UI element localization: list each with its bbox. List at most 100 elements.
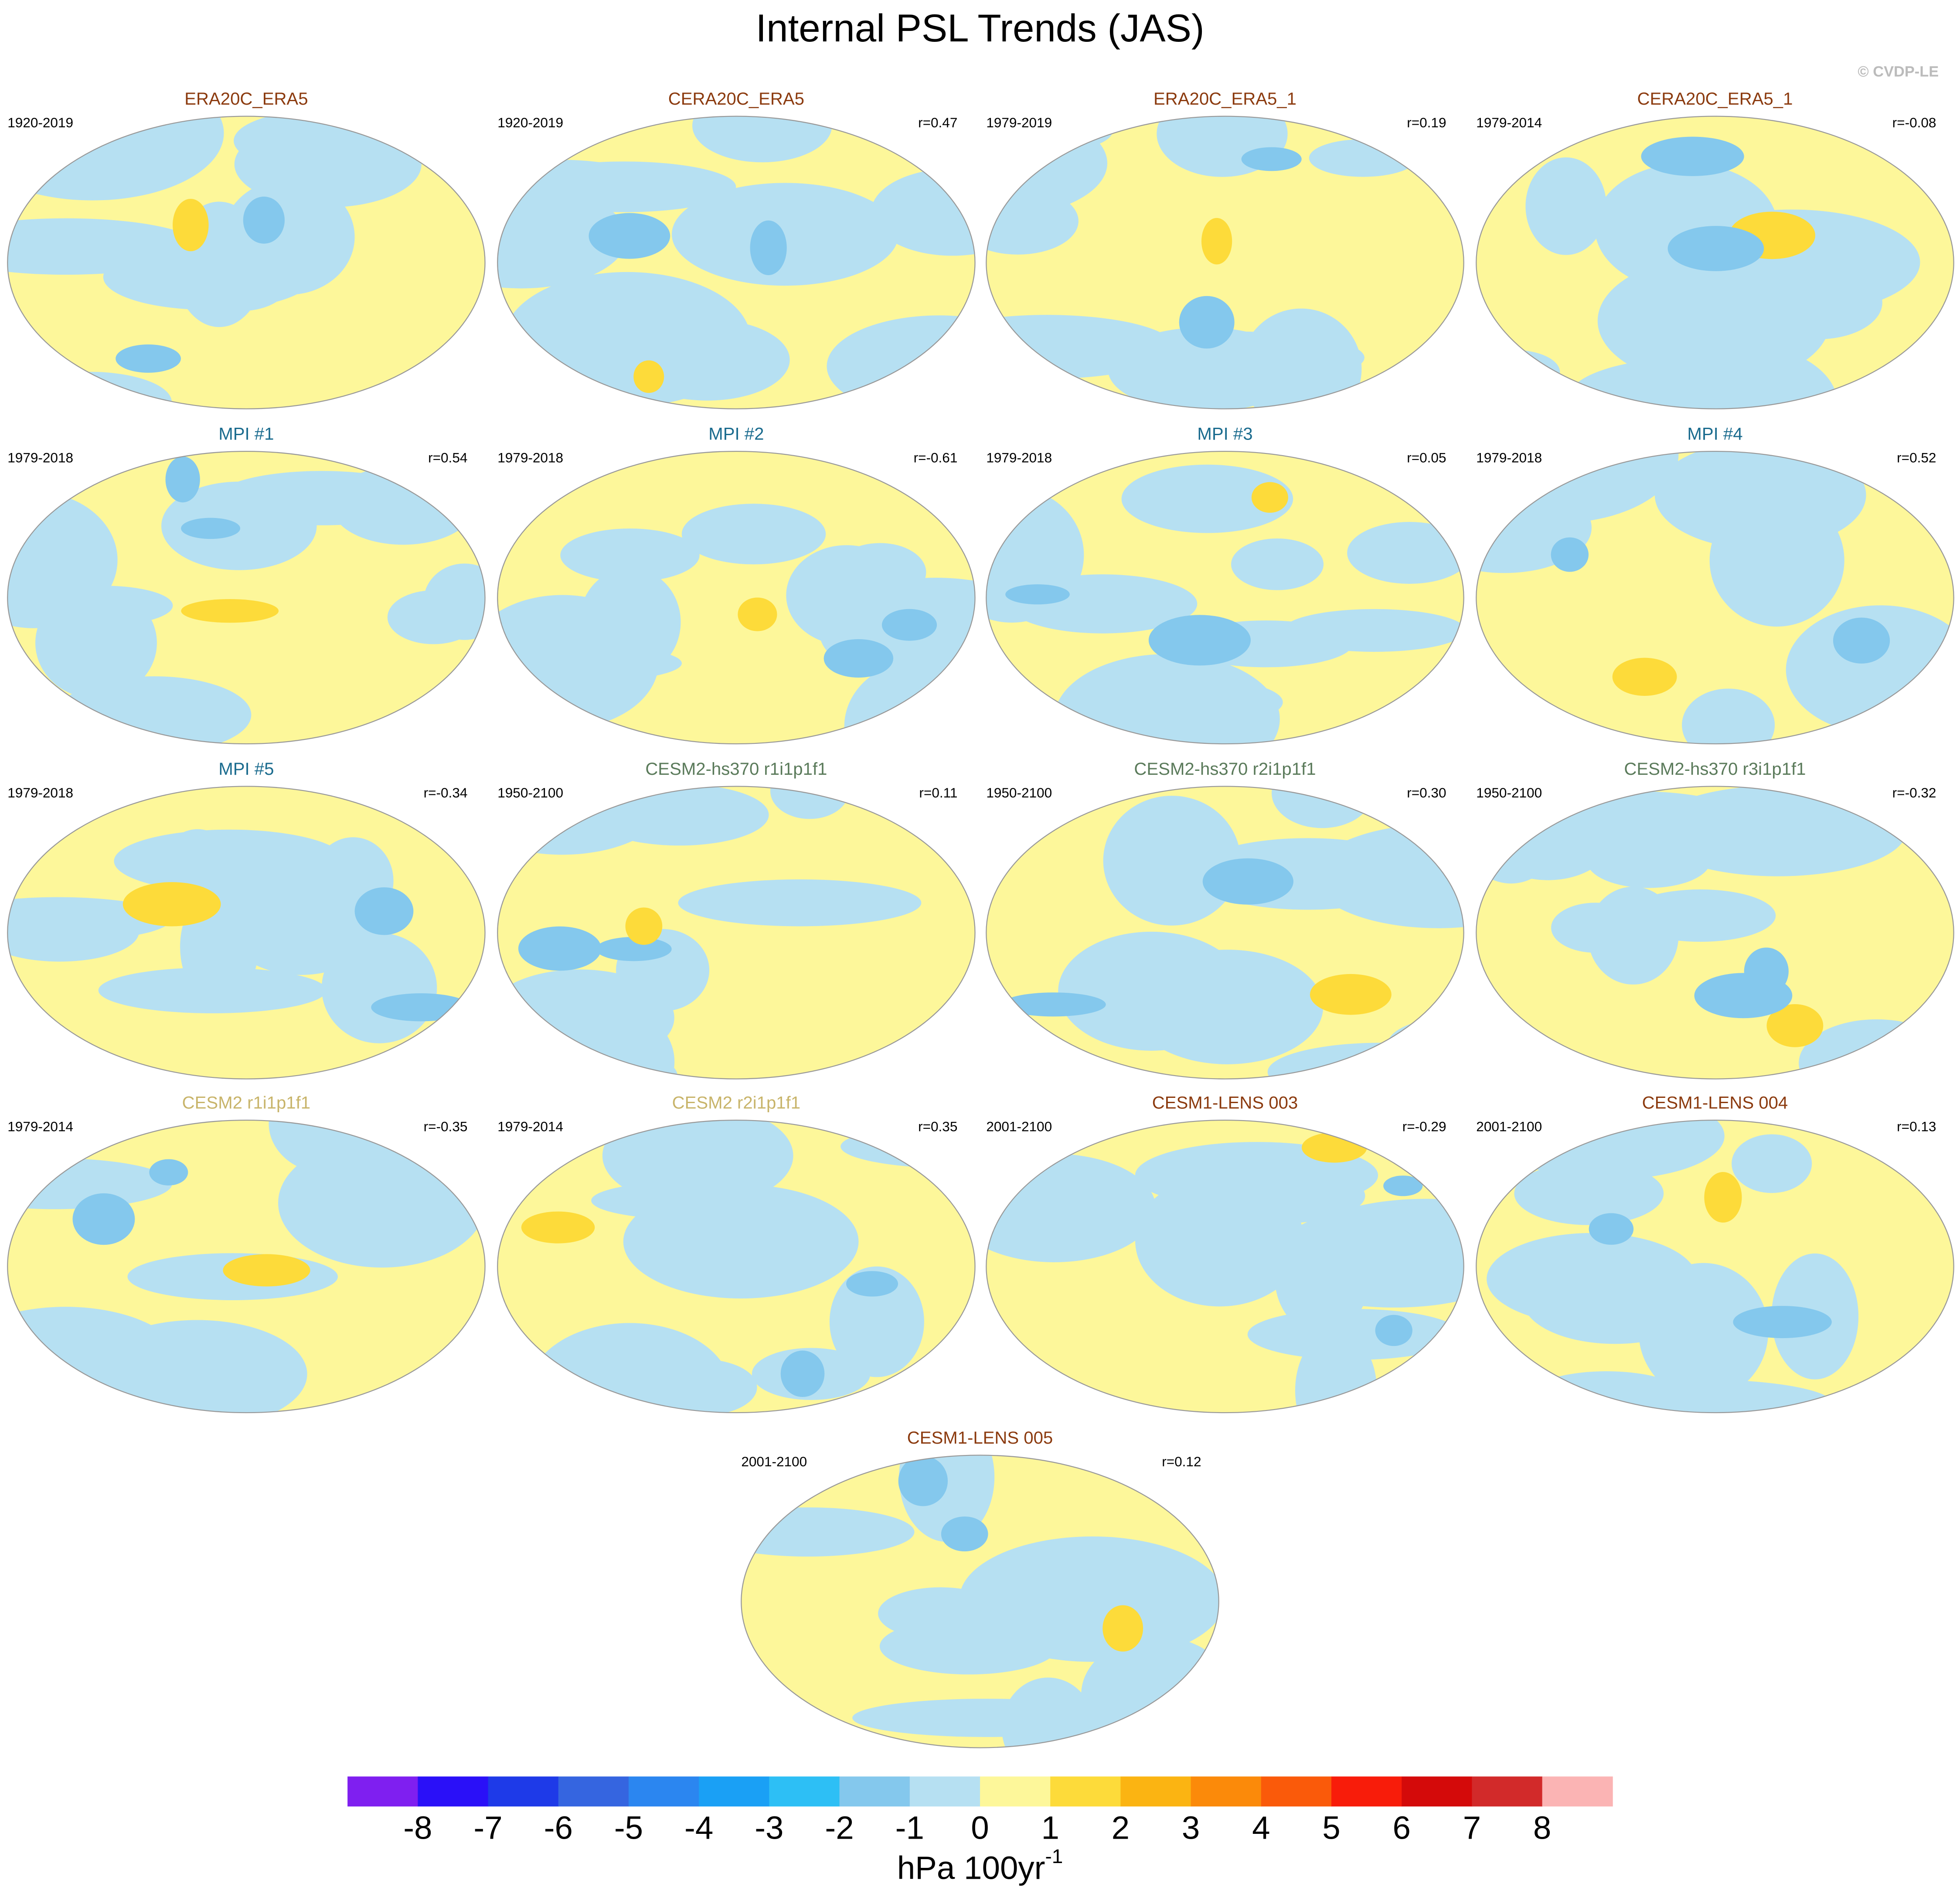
- map-outline: [986, 116, 1464, 409]
- map-outline: [1476, 786, 1954, 1080]
- map-outline: [986, 786, 1464, 1080]
- correlation-label: r=0.54: [428, 450, 467, 466]
- map-field: [1301, 1132, 1367, 1163]
- period-label: 1979-2019: [986, 115, 1052, 130]
- colorbar-box: [1191, 1776, 1262, 1807]
- map-field: [165, 456, 200, 503]
- map-field: [625, 907, 663, 945]
- map-field: [35, 587, 157, 699]
- colorbar-box: [1542, 1776, 1613, 1807]
- map-field: [1387, 1018, 1464, 1073]
- correlation-label: r=0.52: [1897, 450, 1936, 466]
- map-outline: [7, 1119, 486, 1414]
- colorbar-tick-label: -1: [895, 1809, 924, 1846]
- map: [1476, 451, 1954, 744]
- period-label: 2001-2100: [1476, 1119, 1542, 1134]
- map-field: [173, 199, 209, 252]
- map-field: [780, 1350, 825, 1397]
- panel-title: ERA20C_ERA5_1: [1154, 89, 1296, 109]
- map-field: [589, 213, 670, 259]
- colorbar-tick-label: -3: [755, 1809, 783, 1846]
- map-field: [1081, 1636, 1219, 1748]
- map-field: [497, 1039, 601, 1079]
- panel-title: CESM2-hs370 r1i1p1f1: [645, 759, 827, 779]
- map-field: [497, 186, 627, 289]
- period-label: 1979-2018: [7, 450, 73, 466]
- map: [986, 116, 1464, 409]
- map-field: [1649, 786, 1907, 876]
- map-field: [1307, 1199, 1464, 1279]
- map-outline: [1476, 116, 1954, 409]
- panel-title: CESM2 r2i1p1f1: [672, 1093, 800, 1112]
- map-field: [898, 1456, 948, 1506]
- map-field: [1005, 584, 1070, 605]
- map-field: [1487, 1233, 1697, 1325]
- map-field: [512, 161, 736, 212]
- map-field: [823, 639, 894, 678]
- map-field: [1309, 139, 1417, 177]
- colorbar-tick-label: -2: [825, 1809, 854, 1846]
- map-field: [1694, 973, 1793, 1019]
- map-field: [1001, 992, 1106, 1017]
- credit: © CVDP-LE: [1858, 63, 1939, 80]
- period-label: 1979-2014: [1476, 115, 1542, 130]
- colorbar-tick-label: 5: [1322, 1809, 1340, 1846]
- map-outline: [497, 116, 976, 409]
- map-field: [321, 933, 437, 1043]
- map-field: [595, 937, 672, 961]
- map-field: [1120, 679, 1283, 726]
- period-label: 1979-2014: [7, 1119, 73, 1134]
- map-field: [681, 504, 826, 565]
- map-outline: [7, 786, 486, 1080]
- period-label: 2001-2100: [986, 1119, 1052, 1134]
- colorbar-box: [1472, 1776, 1543, 1807]
- map-field: [560, 528, 700, 582]
- panel-title: ERA20C_ERA5: [184, 89, 308, 109]
- map-field: [678, 879, 922, 927]
- period-label: 1979-2014: [497, 1119, 563, 1134]
- correlation-label: r=0.05: [1407, 450, 1446, 466]
- period-label: 2001-2100: [741, 1454, 807, 1469]
- map-field: [738, 597, 777, 631]
- colorbar-unit: hPa 100yr-1: [897, 1845, 1063, 1886]
- map-field: [116, 344, 181, 373]
- colorbar-tick-label: -4: [684, 1809, 713, 1846]
- period-label: 1979-2018: [7, 785, 73, 801]
- map-outline: [1476, 450, 1954, 745]
- colorbar-tick-label: 3: [1182, 1809, 1200, 1846]
- map-field: [1347, 522, 1464, 584]
- map: [7, 451, 485, 744]
- map: [497, 116, 975, 409]
- figure-title: Internal PSL Trends (JAS): [755, 7, 1204, 50]
- map-field: [7, 897, 171, 941]
- map-field: [181, 518, 241, 539]
- colorbar-box: [488, 1776, 559, 1807]
- map-field: [1476, 787, 1558, 884]
- correlation-label: r=0.30: [1407, 785, 1446, 801]
- correlation-label: r=-0.61: [914, 450, 958, 466]
- map-field: [1295, 1330, 1377, 1413]
- map-field: [741, 1507, 915, 1557]
- colorbar-box: [347, 1776, 419, 1807]
- colorbar-tick-label: -8: [403, 1809, 432, 1846]
- map-field: [1120, 331, 1365, 384]
- panel-title: CESM2 r1i1p1f1: [182, 1093, 310, 1112]
- map-field: [1103, 796, 1241, 926]
- colorbar-box: [1331, 1776, 1402, 1807]
- panel-title: CESM1-LENS 004: [1642, 1093, 1788, 1112]
- map-field: [1121, 464, 1293, 533]
- period-label: 1950-2100: [497, 785, 563, 801]
- map-field: [528, 1323, 731, 1413]
- map-field: [1375, 1315, 1412, 1346]
- panel-title: MPI #4: [1687, 424, 1742, 443]
- colorbar-box: [1120, 1776, 1191, 1807]
- panel-title: MPI #5: [218, 759, 274, 779]
- map-field: [243, 196, 285, 244]
- correlation-label: r=0.35: [918, 1119, 957, 1134]
- correlation-label: r=0.12: [1162, 1454, 1201, 1469]
- unit-exponent: -1: [1045, 1845, 1063, 1867]
- colorbar-box: [909, 1776, 980, 1807]
- map: [986, 1120, 1464, 1413]
- colorbar-tick-label: -7: [473, 1809, 502, 1846]
- map-field: [1514, 1162, 1664, 1225]
